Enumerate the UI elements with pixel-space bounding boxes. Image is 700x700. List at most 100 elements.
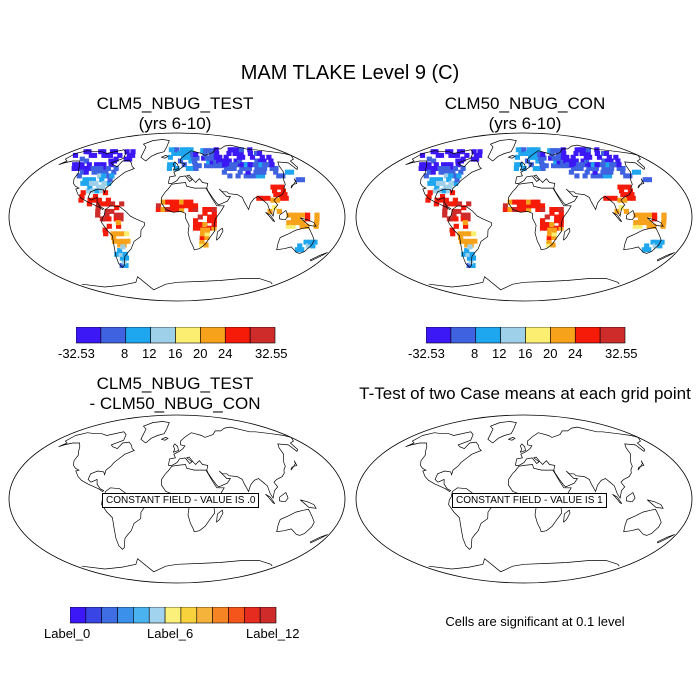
- grid-cell: [310, 243, 316, 249]
- grid-cell: [473, 152, 479, 158]
- grid-cell: [193, 166, 199, 171]
- grid-cell: [594, 162, 600, 168]
- grid-cell: [218, 162, 224, 168]
- grid-cell: [91, 152, 98, 158]
- grid-cell: [460, 212, 466, 218]
- grid-cell: [238, 147, 244, 153]
- grid-cell: [109, 208, 115, 214]
- grid-cell: [103, 231, 109, 237]
- grid-cell: [452, 201, 458, 207]
- grid-cell: [299, 247, 305, 253]
- grid-cell: [603, 195, 609, 201]
- grid-cell: [200, 231, 206, 237]
- grid-cell: [98, 166, 104, 171]
- grid-cell: [433, 166, 439, 171]
- grid-cell: [276, 173, 282, 179]
- grid-cell: [204, 155, 210, 161]
- grid-cell: [119, 231, 125, 237]
- grid-cell: [474, 156, 480, 162]
- grid-cell: [295, 212, 301, 218]
- grid-cell: [75, 166, 81, 171]
- grid-cell: [188, 199, 194, 205]
- grid-cell: [101, 180, 107, 186]
- grid-cell: [181, 154, 187, 160]
- grid-cell: [240, 154, 246, 160]
- grid-cell: [100, 201, 106, 207]
- grid-cell: [223, 158, 229, 164]
- grid-cell: [632, 223, 638, 229]
- grid-cell: [560, 154, 566, 160]
- grid-cell: [189, 166, 195, 171]
- coastline: [161, 155, 169, 159]
- grid-cell: [288, 169, 295, 175]
- grid-cell: [646, 247, 652, 253]
- grid-cell: [469, 251, 475, 257]
- grid-cell: [642, 212, 648, 218]
- grid-cell: [95, 212, 101, 218]
- grid-cell: [230, 147, 236, 153]
- grid-cell: [419, 152, 426, 158]
- panel-br-title: T-Test of two Case means at each grid po…: [359, 384, 691, 403]
- grid-cell: [83, 166, 89, 171]
- grid-cell: [507, 199, 513, 205]
- grid-cell: [539, 163, 546, 169]
- colorbar-swatch: [450, 327, 477, 344]
- grid-cell: [549, 222, 555, 227]
- grid-cell: [261, 158, 267, 164]
- grid-cell: [470, 263, 476, 268]
- grid-cell: [637, 223, 643, 229]
- coastline: [626, 491, 636, 503]
- grid-cell: [86, 149, 92, 155]
- grid-cell: [583, 162, 589, 168]
- grid-cell: [249, 154, 256, 160]
- grid-cell: [94, 162, 100, 168]
- grid-cell: [87, 184, 93, 190]
- grid-cell: [553, 159, 559, 165]
- grid-cell: [549, 152, 555, 157]
- grid-cell: [579, 162, 586, 168]
- grid-cell: [243, 173, 249, 179]
- grid-cell: [130, 149, 136, 155]
- grid-cell: [188, 207, 194, 212]
- coastline: [140, 421, 170, 444]
- grid-cell: [275, 197, 281, 203]
- grid-cell: [86, 201, 92, 207]
- grid-cell: [118, 212, 124, 218]
- grid-cell: [461, 251, 467, 257]
- grid-cell: [251, 173, 257, 179]
- grid-cell: [431, 180, 437, 186]
- grid-cell: [271, 205, 277, 211]
- coastline: [563, 509, 571, 523]
- grid-cell: [280, 173, 286, 179]
- grid-cell: [104, 212, 110, 218]
- grid-cell: [113, 212, 119, 218]
- grid-cell: [197, 214, 203, 220]
- grid-cell: [262, 162, 268, 168]
- grid-cell: [594, 173, 600, 179]
- grid-cell: [237, 169, 243, 175]
- grid-cell: [211, 207, 217, 212]
- grid-cell: [107, 152, 113, 158]
- grid-cell: [630, 195, 636, 201]
- grid-cell: [214, 151, 220, 156]
- coastline: [309, 252, 328, 262]
- grid-cell: [111, 158, 117, 164]
- grid-cell: [528, 154, 534, 160]
- grid-cell: [290, 223, 296, 229]
- grid-cell: [440, 180, 446, 186]
- coastline: [405, 149, 482, 210]
- grid-cell: [226, 151, 232, 156]
- grid-cell: [168, 147, 174, 153]
- grid-cell: [227, 173, 233, 179]
- colorbar-swatch: [164, 607, 182, 624]
- grid-cell: [213, 159, 219, 165]
- colorbar-swatch: [117, 607, 134, 624]
- grid-cell: [79, 166, 85, 171]
- grid-cell: [629, 192, 635, 198]
- grid-cell: [609, 162, 615, 168]
- grid-cell: [651, 223, 657, 229]
- grid-cell: [90, 177, 96, 183]
- grid-cell: [608, 169, 614, 175]
- grid-cell: [529, 147, 535, 153]
- grid-cell: [75, 162, 81, 168]
